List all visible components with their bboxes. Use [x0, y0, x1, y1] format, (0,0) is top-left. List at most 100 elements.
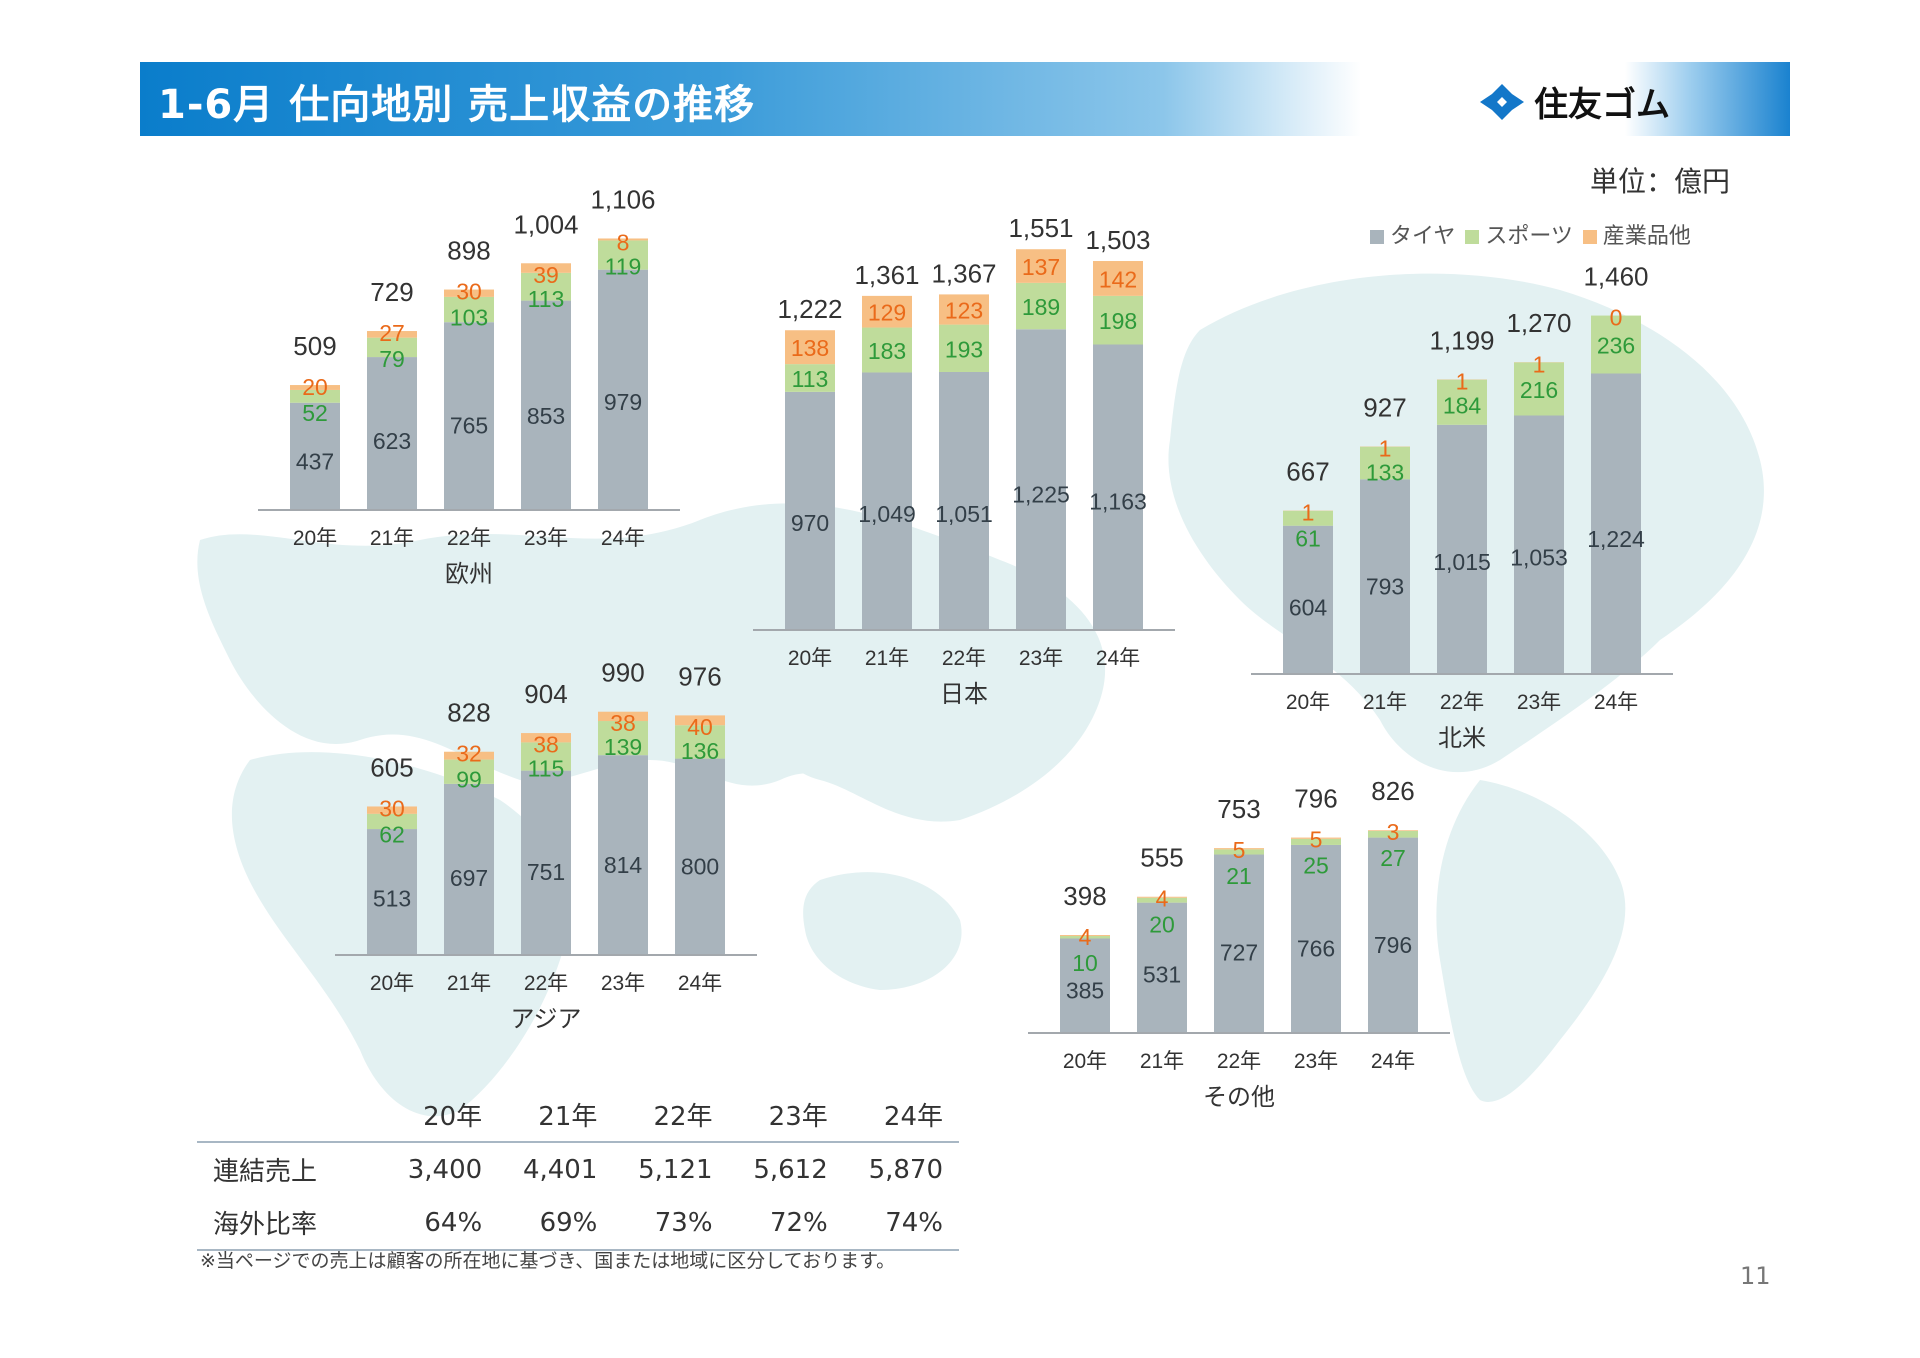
data-label-total: 753 [1217, 794, 1260, 824]
data-label-sports: 27 [1380, 845, 1406, 871]
legend-swatch-tire [1370, 230, 1384, 244]
x-tick-label: 24年 [678, 972, 722, 995]
bar-segment-tire [1016, 329, 1066, 630]
bar-segment-tire [367, 357, 417, 510]
table-header-year: 20年 [423, 1102, 483, 1132]
data-label-industrial: 39 [533, 262, 559, 288]
x-tick-label: 20年 [1063, 1050, 1107, 1073]
bar-segment-industrial [521, 263, 571, 273]
data-label-tire: 513 [373, 885, 411, 911]
data-label-industrial: 30 [379, 795, 405, 821]
data-label-sports: 136 [681, 738, 719, 764]
bar-segment-sports [1283, 510, 1333, 526]
bar-segment-sports [598, 240, 648, 270]
bar-segment-sports [444, 296, 494, 323]
data-label-sports: 189 [1022, 294, 1060, 320]
bar-segment-sports [1514, 362, 1564, 416]
header-bar: 1-6月 仕向地別 売上収益の推移 住友ゴム [140, 62, 1790, 136]
data-label-tire: 1,053 [1510, 545, 1568, 571]
table-header-year: 21年 [538, 1102, 598, 1132]
data-label-sports: 20 [1149, 912, 1175, 938]
map-south-america-landmass [1436, 780, 1626, 1102]
table-cell: 64% [424, 1207, 483, 1238]
bar-segment-tire [1214, 854, 1264, 1033]
table-cell: 5,870 [868, 1154, 943, 1185]
x-tick-label: 21年 [1140, 1050, 1184, 1073]
data-label-industrial: 5 [1310, 827, 1323, 853]
bar-segment-sports [785, 364, 835, 392]
sumitomo-diamond-icon [1480, 83, 1524, 120]
data-label-sports: 61 [1295, 525, 1321, 551]
data-label-tire: 796 [1374, 932, 1412, 958]
x-tick-label: 23年 [1517, 691, 1561, 714]
data-label-tire: 765 [450, 412, 488, 438]
data-label-industrial: 123 [945, 297, 983, 323]
table-cell: 69% [539, 1207, 598, 1238]
x-tick-label: 21年 [1363, 691, 1407, 714]
data-label-tire: 970 [791, 510, 829, 536]
data-label-industrial: 40 [687, 714, 713, 740]
bar-segment-sports [1591, 315, 1641, 374]
logo-text: 住友ゴム [1534, 85, 1670, 125]
data-label-industrial: 1 [1456, 369, 1469, 395]
legend-label-sports: スポーツ [1485, 224, 1573, 249]
bar-segment-industrial [675, 715, 725, 726]
bar-segment-industrial [785, 330, 835, 365]
data-label-tire: 751 [527, 859, 565, 885]
data-label-total: 904 [524, 679, 567, 709]
x-tick-label: 23年 [1019, 647, 1063, 670]
data-label-industrial: 38 [610, 710, 636, 736]
data-label-industrial: 20 [302, 374, 328, 400]
data-label-sports: 198 [1099, 308, 1137, 334]
table-header-blank [197, 1090, 383, 1142]
x-tick-label: 20年 [293, 527, 337, 550]
table-cell: 5,612 [753, 1154, 828, 1185]
data-label-industrial: 32 [456, 741, 482, 767]
row-label: 連結売上 [213, 1157, 318, 1187]
chart-title-region: 欧州 [445, 561, 493, 588]
data-label-tire: 604 [1289, 594, 1328, 620]
summary-table: 20年 21年 22年 23年 24年 連結売上 3,400 4,401 5,1… [197, 1090, 959, 1251]
data-label-total: 729 [370, 277, 413, 307]
bar-segment-industrial [1137, 896, 1187, 898]
bar-segment-industrial [598, 238, 648, 241]
x-tick-label: 24年 [1096, 647, 1140, 670]
data-label-tire: 800 [681, 854, 719, 880]
x-tick-label: 23年 [1294, 1050, 1338, 1073]
data-label-sports: 79 [379, 346, 405, 372]
legend-swatch-sports [1465, 230, 1480, 244]
data-label-sports: 193 [945, 336, 983, 362]
bar-segment-sports [1368, 830, 1418, 838]
data-label-tire: 1,225 [1012, 482, 1070, 508]
bar-segment-tire [1291, 844, 1341, 1033]
bar-segment-tire [290, 402, 340, 510]
map-oceania-landmass [803, 872, 962, 990]
bar-segment-industrial [1093, 261, 1143, 296]
bar-segment-industrial [598, 711, 648, 722]
data-label-tire: 1,224 [1587, 526, 1645, 552]
data-label-tire: 1,015 [1433, 549, 1491, 575]
bar-segment-tire [1060, 938, 1110, 1033]
bar-segment-industrial [1291, 837, 1341, 839]
data-label-total: 1,106 [590, 184, 655, 214]
x-tick-label: 22年 [1440, 691, 1484, 714]
data-label-total: 976 [678, 661, 721, 691]
bar-segment-industrial [367, 331, 417, 338]
legend-item-sports: スポーツ [1465, 218, 1573, 250]
bar-segment-tire [444, 322, 494, 510]
chart-title-region: その他 [1203, 1084, 1275, 1111]
data-label-total: 828 [447, 698, 490, 728]
bar-segment-industrial [521, 733, 571, 743]
data-label-tire: 853 [527, 403, 565, 429]
chart-title-region: アジア [510, 1006, 581, 1033]
chart-title-region: 日本 [940, 681, 988, 708]
data-label-sports: 52 [302, 400, 328, 426]
x-tick-label: 24年 [601, 527, 645, 550]
bar-segment-tire [598, 755, 648, 955]
bar-segment-tire [1514, 415, 1564, 674]
map-japan-landmass [750, 594, 913, 740]
bar-segment-industrial [1016, 249, 1066, 283]
data-label-sports: 103 [450, 305, 488, 331]
data-label-industrial: 1 [1533, 351, 1546, 377]
bar-segment-industrial [1214, 848, 1264, 850]
